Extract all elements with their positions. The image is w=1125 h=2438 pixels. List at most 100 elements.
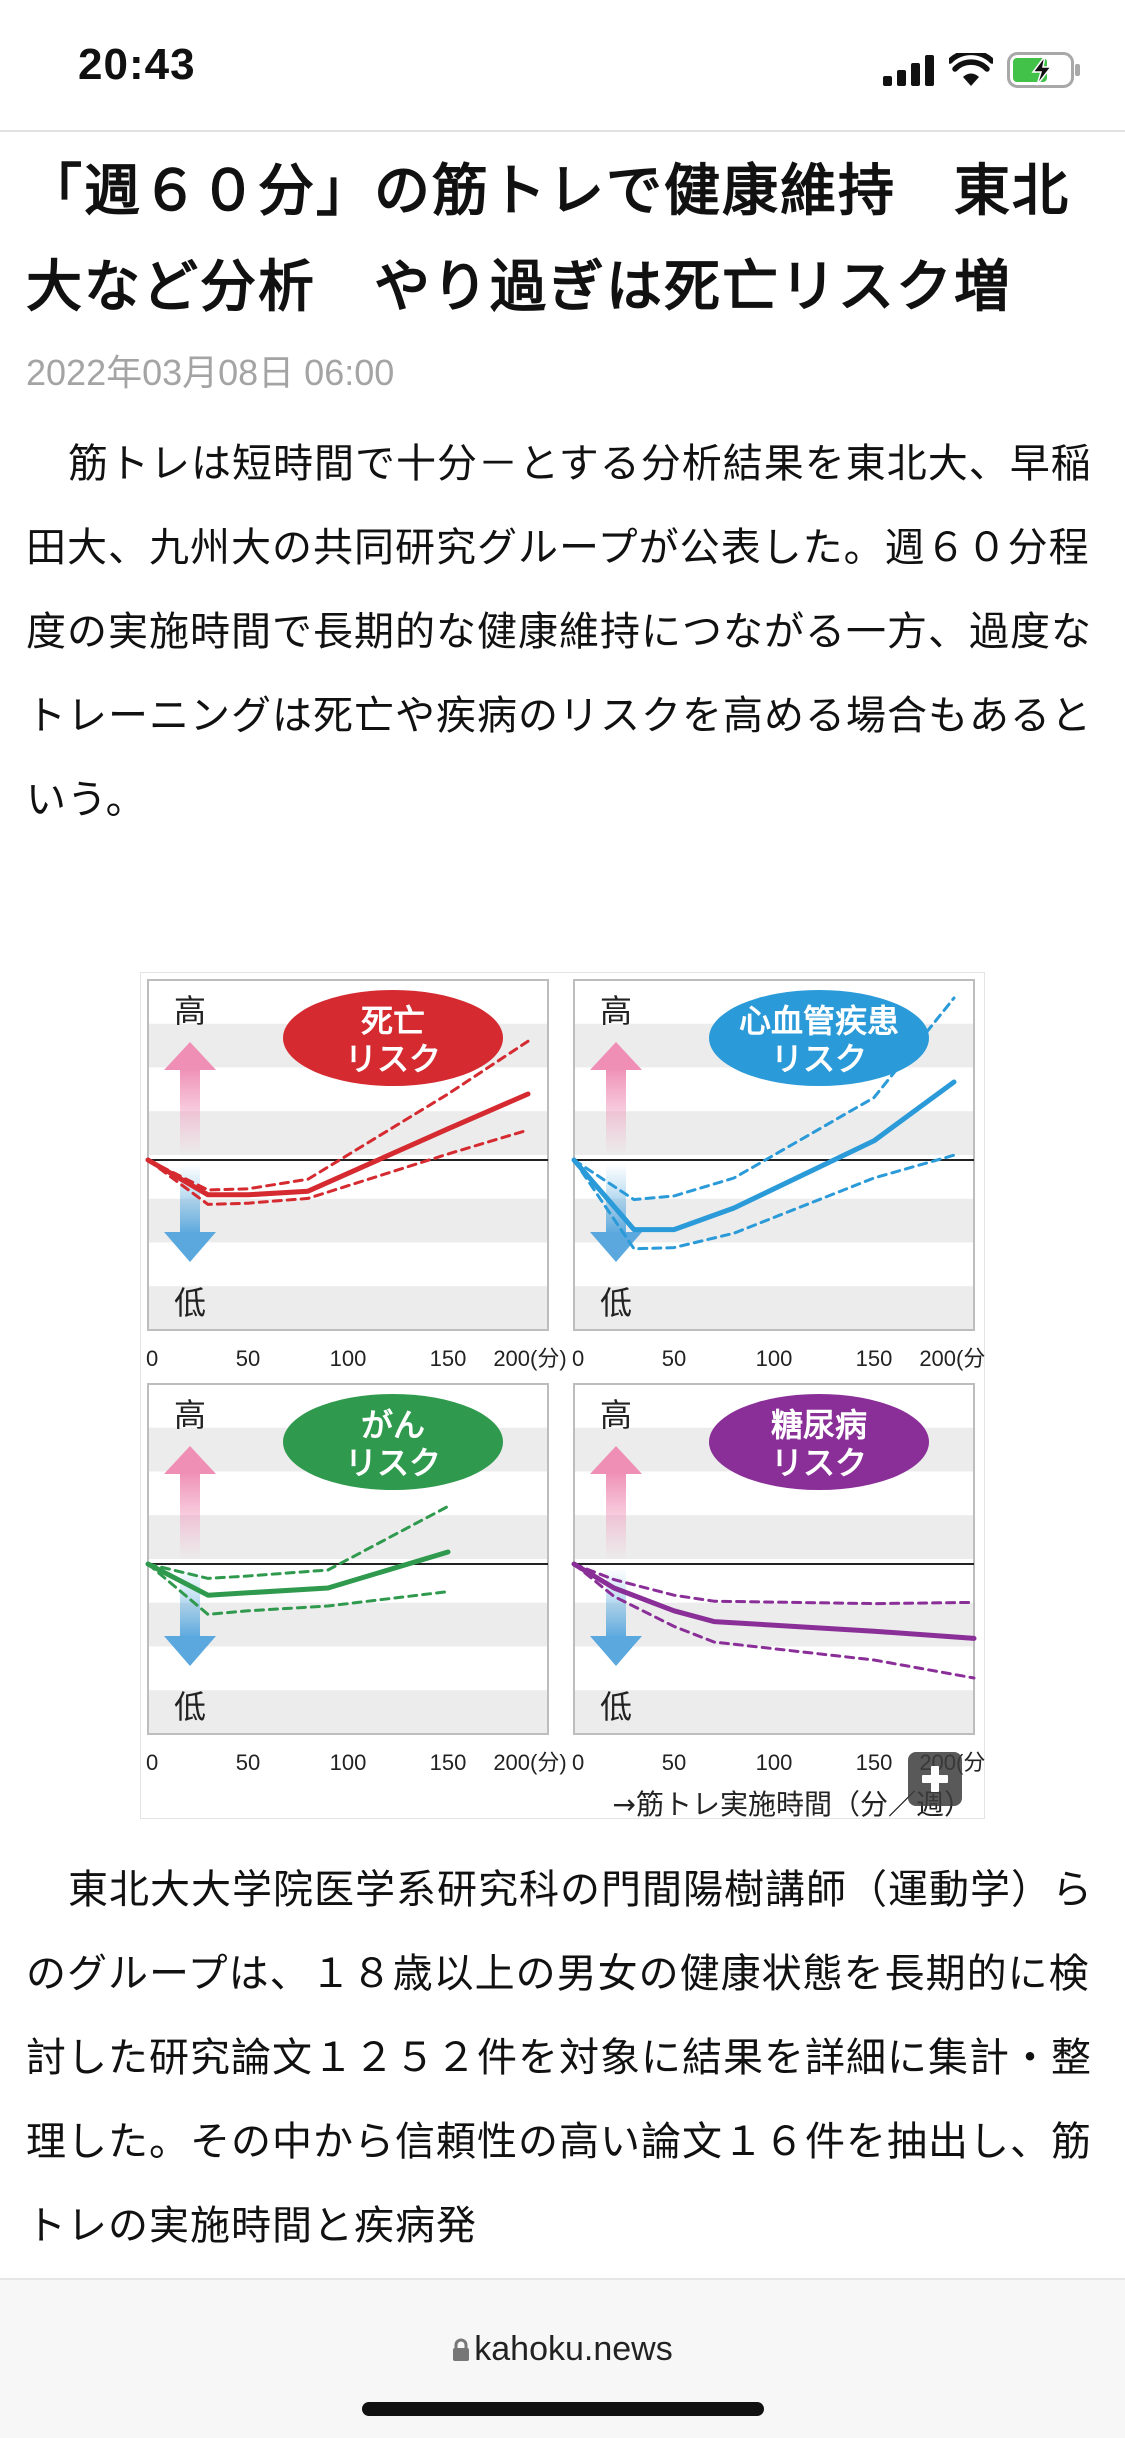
plus-icon	[922, 1766, 948, 1792]
risk-title-line1: 心血管疾患	[739, 1002, 899, 1040]
risk-line-ci	[146, 1504, 450, 1580]
x-tick-label: 200(分)	[493, 1750, 566, 1775]
risk-title-line2: リスク	[345, 1444, 441, 1482]
lock-icon	[453, 2338, 470, 2361]
panel-frame	[147, 1383, 549, 1735]
x-tick-label: 200(分)	[493, 1346, 566, 1371]
wifi-icon	[949, 53, 993, 86]
risk-chart-figure[interactable]: 高低死亡 リスク 0 50 100 150 200(分) 高低心血管疾患 リスク 0 50 100 15…	[140, 972, 985, 1819]
risk-line-estimate	[145, 1091, 531, 1198]
x-tick-label: 150	[430, 1346, 467, 1371]
low-label: 低	[600, 1284, 632, 1322]
panel-frame	[573, 979, 975, 1331]
low-arrow-head	[590, 1232, 642, 1262]
low-arrow-head	[590, 1636, 642, 1666]
grid-band	[148, 1690, 548, 1734]
low-label: 低	[174, 1688, 206, 1726]
x-tick-label: 100	[330, 1346, 367, 1371]
x-tick-label: 150	[856, 1750, 893, 1775]
low-arrow-shaft	[606, 1568, 626, 1638]
risk-title-line1: がん	[361, 1406, 425, 1444]
grid-band	[148, 1198, 548, 1243]
risk-title-line1: 死亡	[361, 1002, 425, 1040]
risk-title-line2: リスク	[771, 1444, 867, 1482]
low-arrow-shaft	[180, 1164, 200, 1234]
url-display[interactable]: kahoku.news	[0, 2330, 1125, 2369]
grid-band	[574, 1155, 974, 1199]
publish-date: 2022年03月08日 06:00	[26, 352, 395, 393]
high-arrow-head	[164, 1446, 216, 1474]
high-label: 高	[600, 992, 632, 1030]
low-label: 低	[600, 1688, 632, 1726]
grid-band	[148, 1155, 548, 1199]
x-tick-label: 100	[756, 1750, 793, 1775]
x-tick-label: 50	[662, 1750, 686, 1775]
risk-title-badge	[283, 1394, 503, 1490]
x-tick-label: 50	[236, 1750, 260, 1775]
high-label: 高	[174, 992, 206, 1030]
x-tick-label: 150	[856, 1346, 893, 1371]
risk-title-line2: リスク	[771, 1040, 867, 1078]
high-arrow-shaft	[180, 1472, 200, 1560]
body-paragraph-2: 東北大大学院医学系研究科の門間陽樹講師（運動学）らのグループは、１８歳以上の男女…	[26, 1867, 1093, 2249]
high-arrow-shaft	[606, 1472, 626, 1560]
url-text: kahoku.news	[474, 2330, 673, 2368]
signal-icon	[883, 55, 934, 86]
low-label: 低	[174, 1284, 206, 1322]
grid-band	[148, 1646, 548, 1691]
grid-band	[148, 1286, 548, 1330]
risk-line-ci	[146, 1562, 450, 1616]
risk-line-ci	[572, 1562, 976, 1680]
battery-charging-icon	[1007, 52, 1080, 88]
x-tick-label: 100	[330, 1750, 367, 1775]
grid-band	[148, 1602, 548, 1647]
x-tick-label: 150	[430, 1750, 467, 1775]
high-arrow-shaft	[180, 1068, 200, 1156]
risk-line-ci	[146, 1128, 530, 1206]
headline: 「週６０分」の筋トレで健康維持 東北大など分析 やり過ぎは死亡リスク増	[26, 159, 1070, 320]
risk-line-estimate	[571, 1561, 977, 1641]
home-indicator[interactable]	[362, 2402, 764, 2416]
x-tick-label: 200(分)	[919, 1346, 985, 1371]
status-icons	[883, 48, 1081, 92]
risk-line-estimate	[145, 1549, 451, 1598]
grid-band	[574, 1198, 974, 1243]
high-arrow-head	[590, 1446, 642, 1474]
x-tick-label: 50	[662, 1346, 686, 1371]
status-divider	[0, 130, 1125, 132]
grid-band	[148, 1242, 548, 1287]
low-arrow-head	[164, 1232, 216, 1262]
panel-frame	[573, 1383, 975, 1735]
grid-band	[574, 1286, 974, 1330]
grid-band	[574, 1646, 974, 1691]
risk-line-ci	[146, 1039, 530, 1192]
low-arrow-shaft	[180, 1568, 200, 1638]
x-tick-label: 0	[146, 1750, 158, 1775]
risk-title-line2: リスク	[345, 1040, 441, 1078]
zoom-button[interactable]	[908, 1752, 962, 1806]
grid-band	[574, 1515, 974, 1559]
browser-bottom-bar: kahoku.news	[0, 2278, 1125, 2438]
high-label: 高	[600, 1396, 632, 1434]
risk-line-estimate	[571, 1079, 957, 1233]
high-arrow-head	[164, 1042, 216, 1070]
low-arrow-head	[164, 1636, 216, 1666]
high-arrow-head	[590, 1042, 642, 1070]
high-arrow-shaft	[606, 1068, 626, 1156]
risk-line-ci	[572, 1153, 956, 1251]
x-tick-label: 100	[756, 1346, 793, 1371]
panel-frame	[147, 979, 549, 1331]
high-label: 高	[174, 1396, 206, 1434]
grid-band	[148, 1515, 548, 1559]
risk-title-badge	[709, 1394, 929, 1490]
status-time: 20:43	[78, 40, 196, 89]
grid-band	[574, 1559, 974, 1603]
x-tick-label: 50	[236, 1346, 260, 1371]
x-tick-label: 0	[572, 1346, 584, 1371]
risk-title-line1: 糖尿病	[771, 1406, 867, 1444]
x-tick-label: 0	[572, 1750, 584, 1775]
status-bar: 20:43	[0, 0, 1125, 130]
risk-title-badge	[709, 990, 929, 1086]
body-paragraph-1: 筋トレは短時間で十分－とする分析結果を東北大、早稲田大、九州大の共同研究グループ…	[26, 441, 1092, 823]
